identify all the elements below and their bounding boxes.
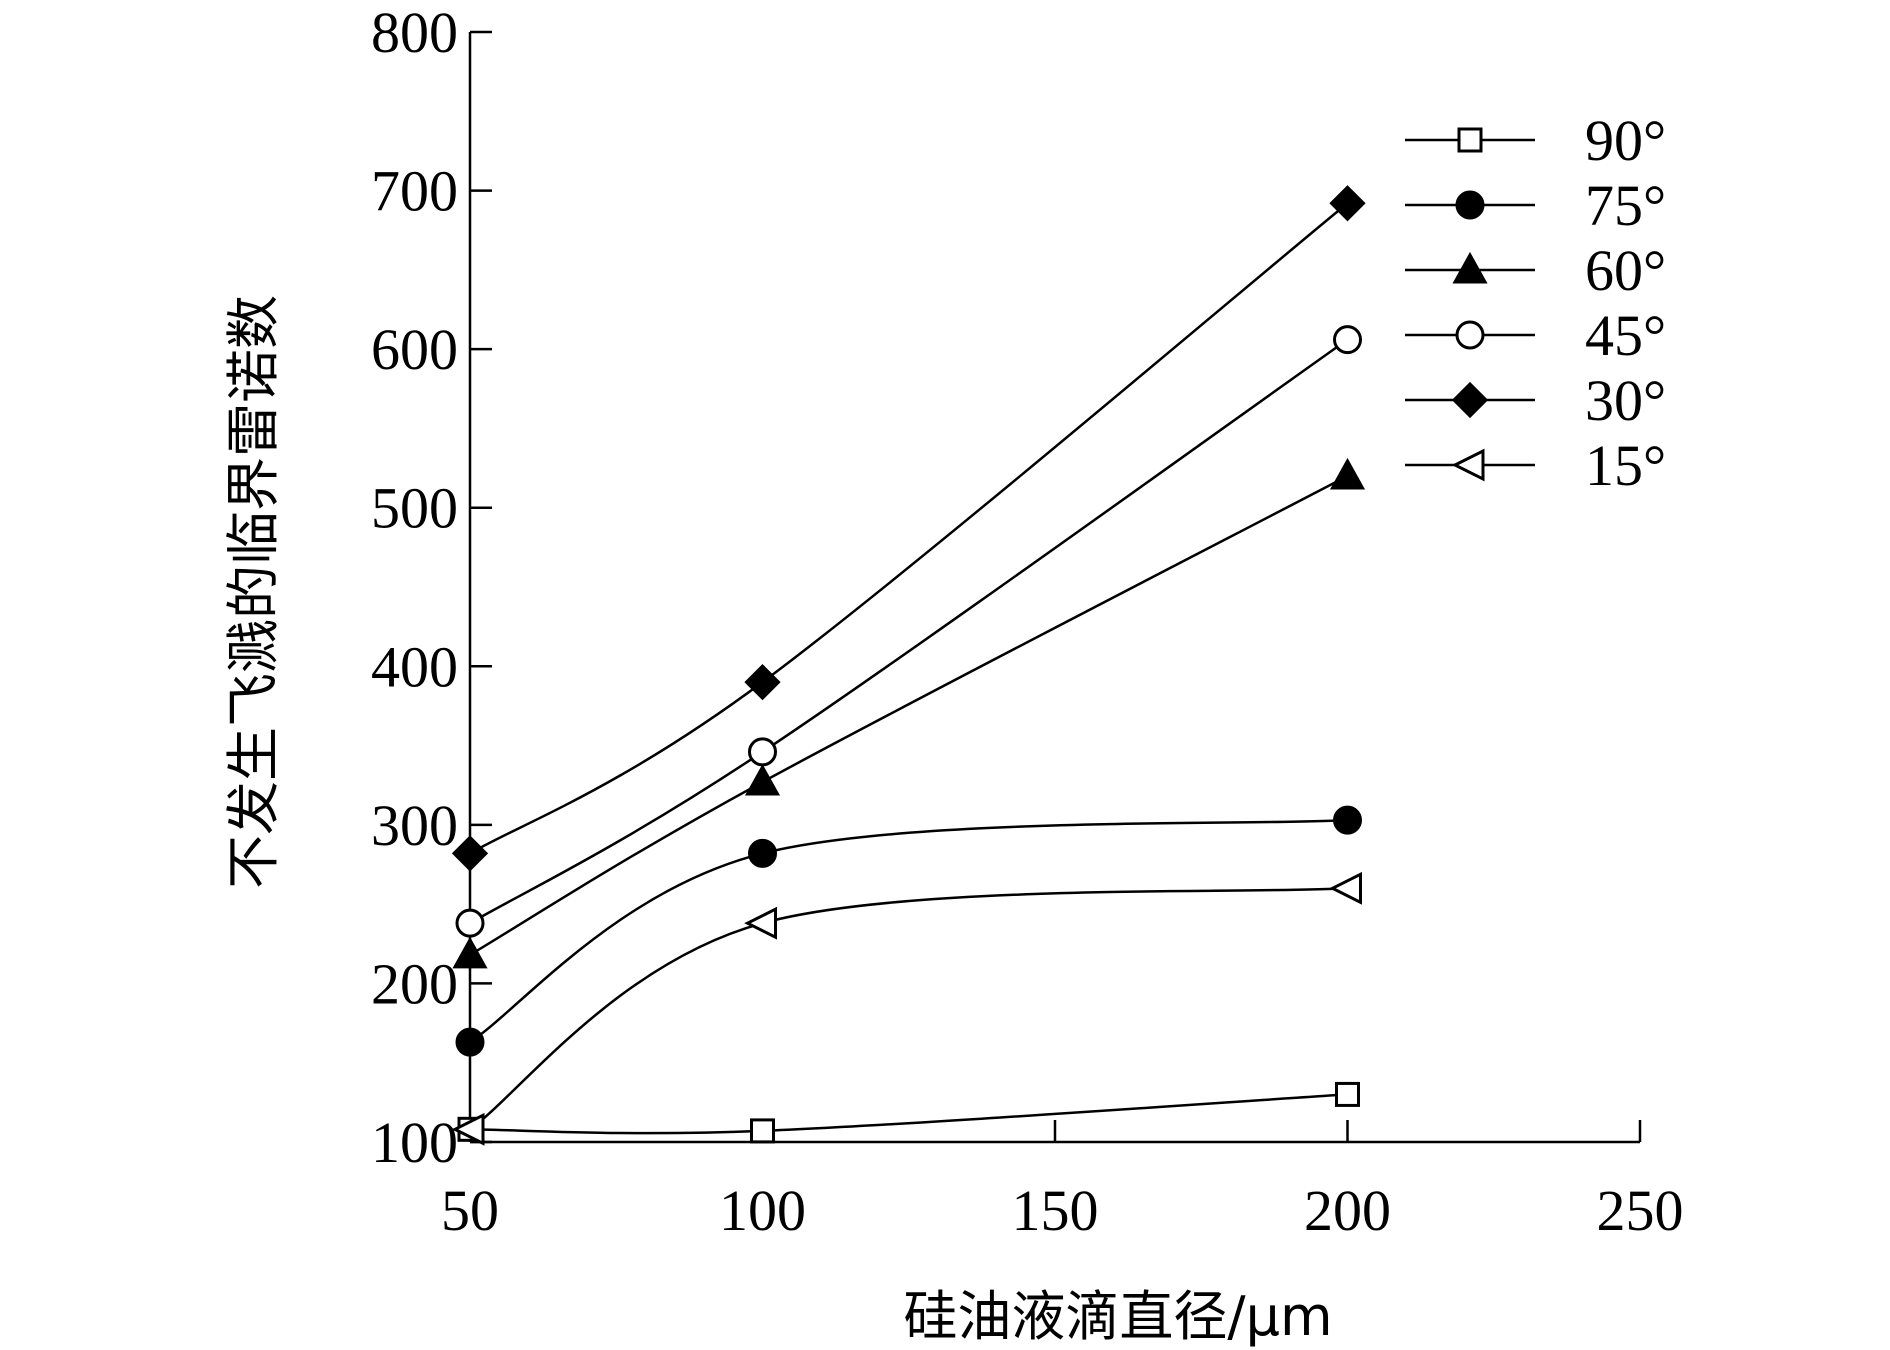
legend-marker: [1455, 320, 1485, 350]
data-point: [744, 763, 781, 796]
y-tick-label: 800: [371, 0, 458, 65]
series-line-5: [469, 887, 1348, 1131]
x-axis-title: 硅油液滴直径/μm: [903, 1285, 1332, 1348]
y-tick-label: 200: [371, 951, 458, 1016]
series-line-4: [469, 202, 1349, 855]
y-tick-label: 500: [371, 476, 458, 541]
x-tick-label: 100: [719, 1178, 806, 1243]
x-tick-label: 50: [441, 1178, 499, 1243]
legend-label: 45°: [1585, 303, 1666, 368]
data-point: [451, 1112, 485, 1146]
legend-label: 60°: [1585, 238, 1666, 303]
series-line-3: [469, 338, 1349, 925]
data-point: [744, 906, 777, 940]
series-line-1: [469, 818, 1348, 1044]
data-point: [1329, 185, 1366, 222]
y-tick-label: 700: [371, 159, 458, 224]
data-point: [748, 737, 777, 767]
legend-label: 15°: [1585, 433, 1666, 498]
data-point: [1335, 1081, 1360, 1107]
legend-marker: [1452, 251, 1488, 284]
y-tick-label: 100: [371, 1110, 458, 1175]
legend-label: 90°: [1585, 108, 1666, 173]
data-point: [452, 936, 488, 969]
legend-label: 75°: [1585, 173, 1666, 238]
data-point: [455, 1027, 485, 1057]
data-point: [451, 835, 489, 872]
data-point: [455, 908, 485, 938]
data-point: [1329, 871, 1362, 905]
data-point: [744, 664, 781, 701]
data-point: [1329, 457, 1366, 490]
legend-label: 30°: [1585, 368, 1666, 433]
series-markers: [451, 185, 1366, 1146]
legend-marker: [1451, 381, 1489, 419]
y-axis-title: 不发生飞溅的临界雷诺数: [222, 295, 285, 889]
legend-marker: [1451, 448, 1485, 482]
legend-marker: [1457, 127, 1483, 153]
data-point: [750, 1118, 775, 1144]
series-line-0: [469, 1093, 1348, 1135]
series-line-2: [469, 474, 1349, 956]
x-tick-label: 150: [1012, 1178, 1099, 1243]
y-tick-label: 600: [371, 317, 458, 382]
legend-marker: [1455, 190, 1485, 220]
y-tick-label: 400: [371, 634, 458, 699]
x-tick-label: 250: [1597, 1178, 1684, 1243]
data-point: [1333, 325, 1362, 355]
x-tick-label: 200: [1304, 1178, 1391, 1243]
y-tick-label: 300: [371, 793, 458, 858]
data-point: [748, 838, 777, 868]
legend: 90°75°60°45°30°15°: [1405, 108, 1666, 498]
series-lines: [469, 202, 1349, 1135]
data-point: [1333, 805, 1362, 835]
